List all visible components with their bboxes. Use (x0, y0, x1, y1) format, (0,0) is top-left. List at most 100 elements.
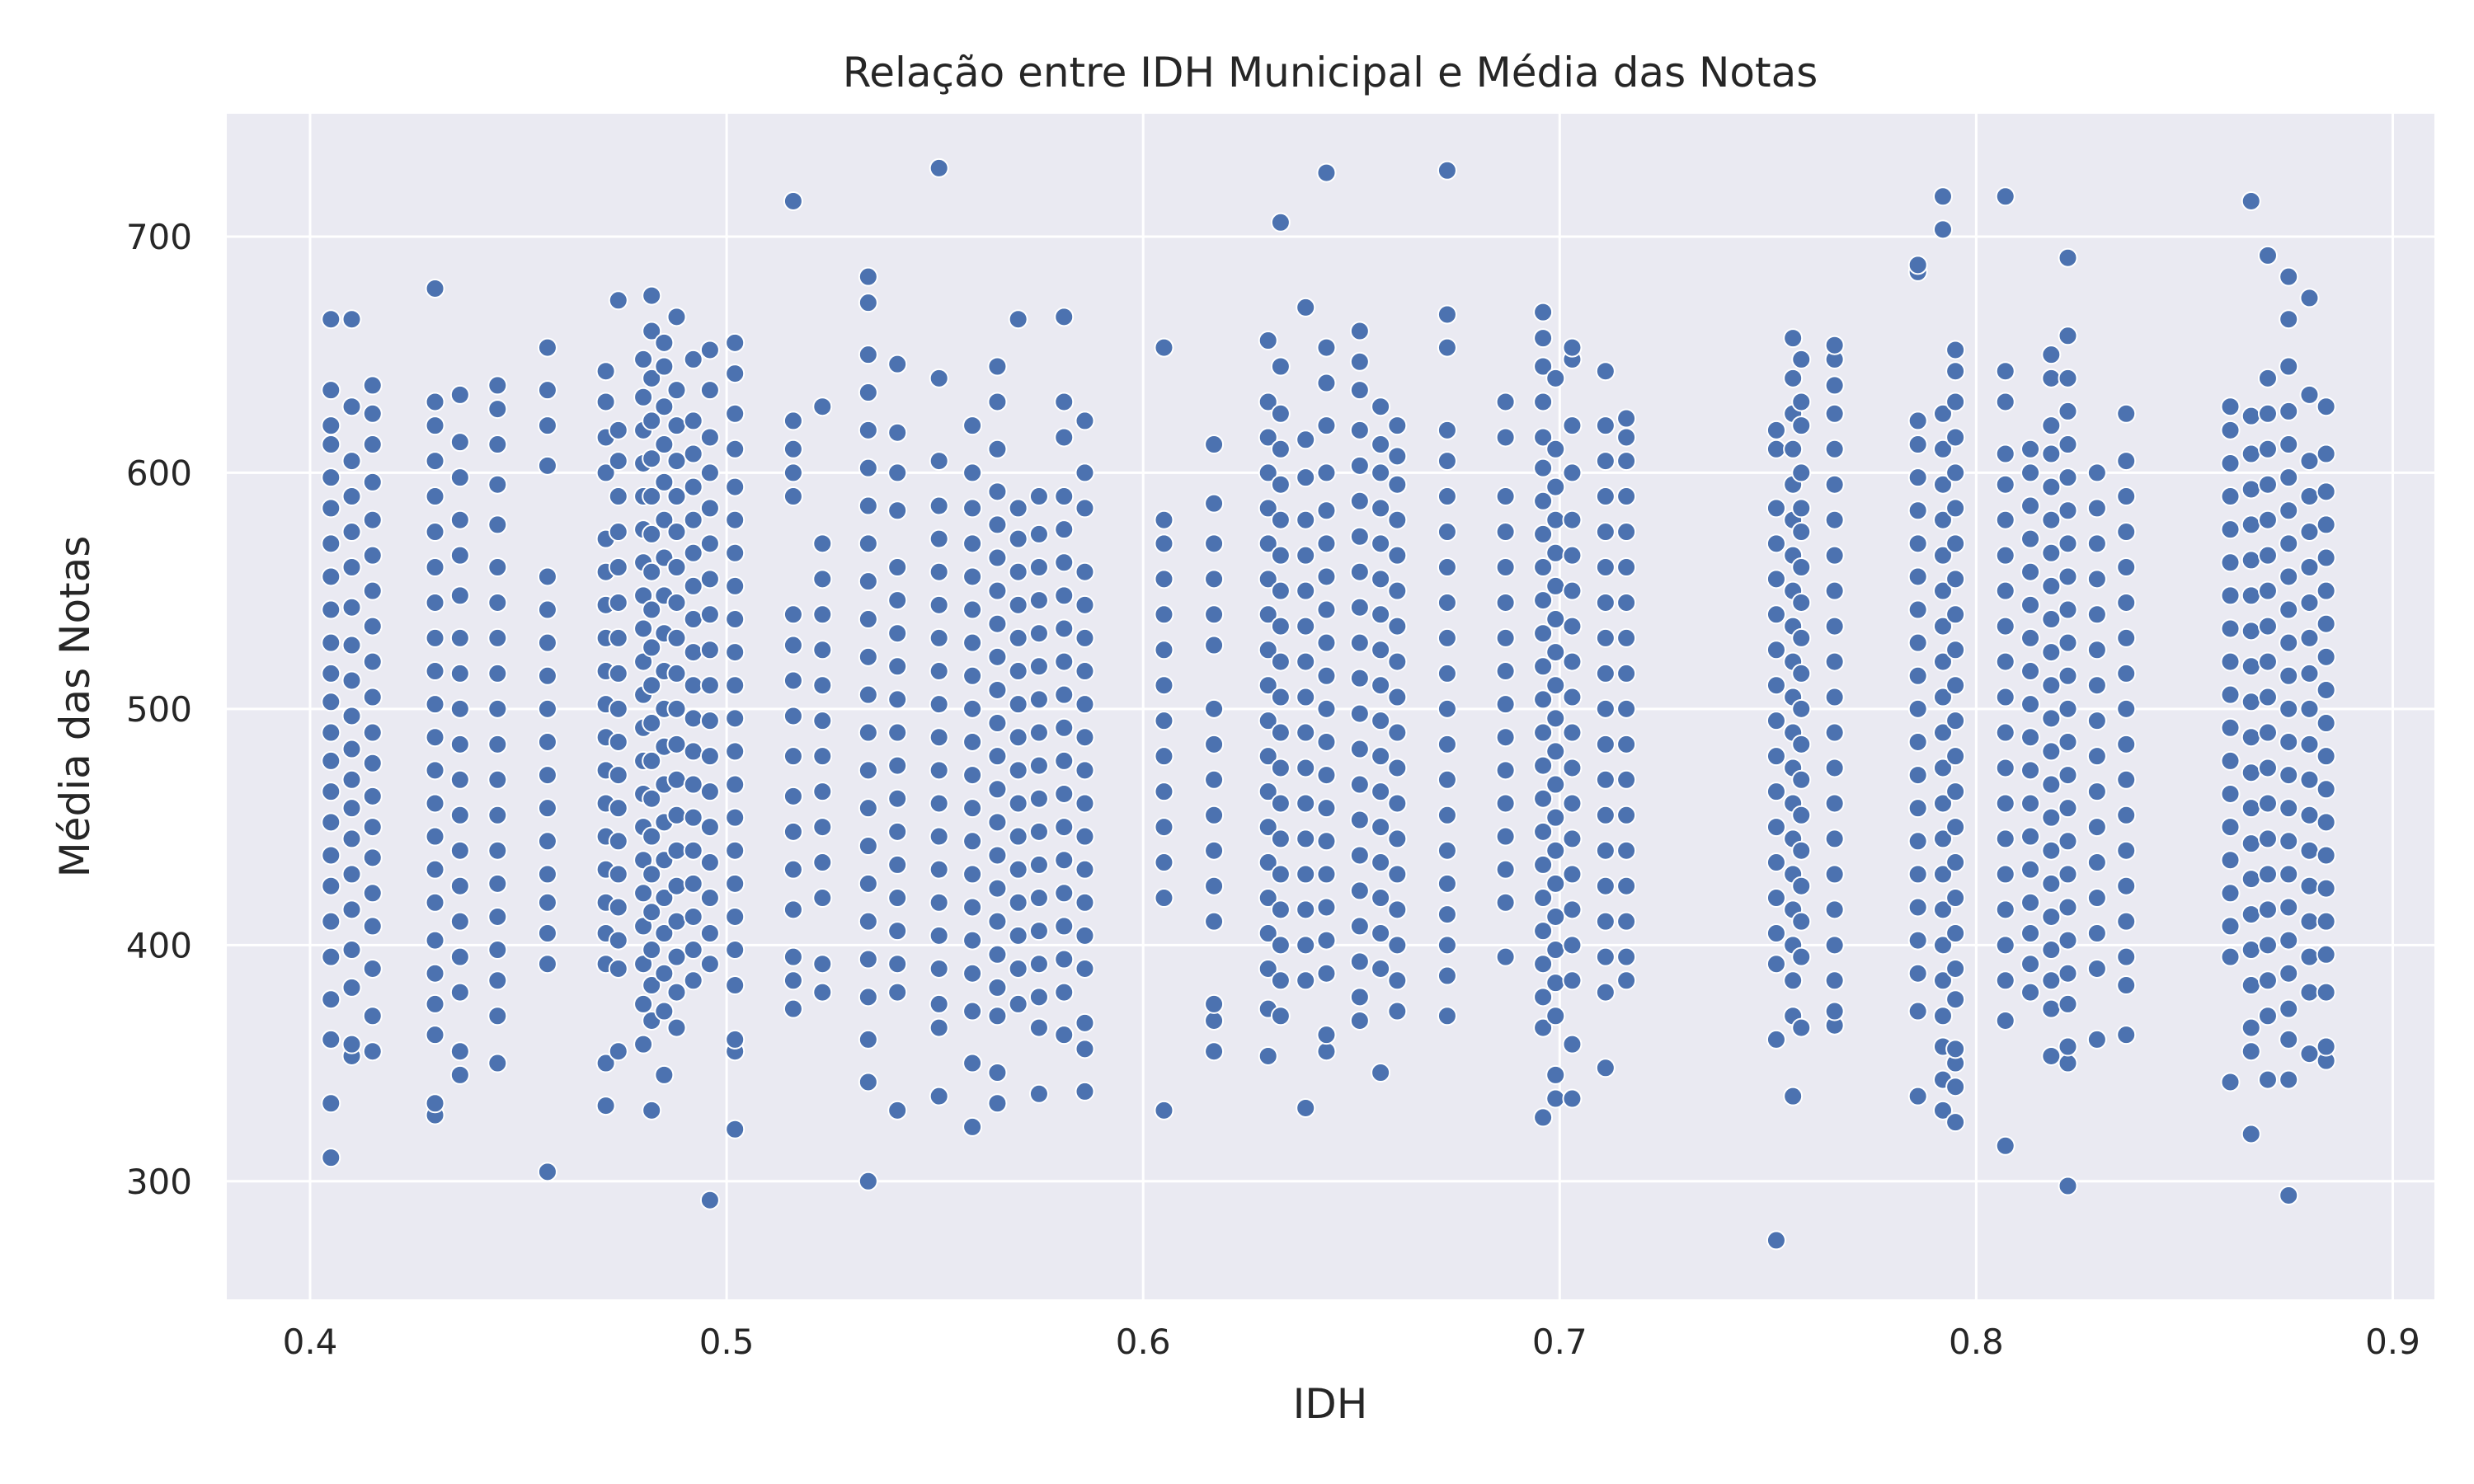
scatter-point (2279, 401, 2299, 421)
scatter-point (1387, 616, 1408, 636)
y-tick-labels: 300 400 500 600 700 (126, 217, 192, 1202)
scatter-point (2220, 850, 2241, 871)
scatter-point (362, 375, 383, 396)
scatter-point (887, 982, 908, 1003)
scatter-point (362, 916, 383, 937)
scatter-point (1387, 864, 1408, 885)
y-tick-label: 300 (126, 1162, 192, 1202)
scatter-point (1371, 923, 1391, 943)
scatter-point (2299, 384, 2320, 405)
scatter-point (2116, 975, 2137, 996)
scatter-point (1616, 556, 1637, 577)
scatter-point (537, 698, 557, 719)
scatter-point (2041, 510, 2062, 530)
scatter-point (1995, 935, 2015, 956)
scatter-point (1008, 993, 1028, 1014)
scatter-point (2241, 1017, 2261, 1038)
scatter-point (1371, 640, 1391, 660)
scatter-point (595, 1096, 616, 1116)
scatter-point (1028, 755, 1049, 776)
scatter-point (2279, 998, 2299, 1019)
scatter-point (2020, 982, 2041, 1003)
scatter-point (654, 923, 675, 943)
scatter-point (2241, 550, 2261, 571)
scatter-point (2241, 763, 2261, 783)
scatter-point (1054, 684, 1075, 705)
scatter-point (487, 873, 508, 894)
scatter-point (2058, 864, 2078, 885)
scatter-point (537, 416, 557, 436)
scatter-point (1270, 722, 1291, 743)
scatter-point (1791, 946, 1812, 967)
scatter-point (1907, 765, 1928, 786)
scatter-point (1270, 616, 1291, 636)
scatter-point (2257, 580, 2278, 601)
scatter-point (2279, 731, 2299, 752)
scatter-point (487, 1006, 508, 1026)
scatter-point (1907, 599, 1928, 620)
scatter-point (1075, 760, 1095, 781)
scatter-point (608, 958, 628, 979)
scatter-point (1028, 590, 1049, 611)
scatter-point (987, 392, 1008, 412)
scatter-point (1075, 694, 1095, 715)
scatter-point (654, 472, 675, 492)
scatter-point (2058, 500, 2078, 521)
scatter-point (2299, 556, 2320, 577)
scatter-point (962, 897, 983, 918)
scatter-point (2279, 963, 2299, 984)
scatter-point (1562, 616, 1583, 636)
scatter-point (1616, 734, 1637, 754)
scatter-point (1270, 829, 1291, 849)
scatter-point (2086, 1029, 2107, 1050)
scatter-point (537, 923, 557, 943)
scatter-point (666, 982, 687, 1003)
scatter-point (362, 817, 383, 838)
scatter-point (1028, 656, 1049, 677)
scatter-point (929, 627, 949, 648)
scatter-point (1616, 698, 1637, 719)
scatter-point (1533, 987, 1554, 1007)
scatter-point (1008, 727, 1028, 748)
scatter-point (1316, 1025, 1337, 1045)
scatter-point (425, 892, 445, 913)
scatter-point (2257, 687, 2278, 707)
scatter-point (487, 698, 508, 719)
scatter-point (1824, 829, 1845, 849)
scatter-point (1495, 427, 1516, 448)
scatter-point (987, 779, 1008, 800)
scatter-point (341, 1034, 362, 1054)
scatter-point (2058, 831, 2078, 852)
scatter-point (1437, 840, 1457, 861)
scatter-point (642, 864, 662, 885)
scatter-point (2020, 923, 2041, 943)
scatter-point (1766, 1230, 1786, 1251)
scatter-point (2086, 852, 2107, 873)
scatter-point (2316, 547, 2336, 568)
scatter-point (425, 1093, 445, 1114)
scatter-point (321, 632, 341, 653)
scatter-point (2279, 897, 2299, 918)
scatter-point (1316, 162, 1337, 183)
x-tick-label: 0.5 (699, 1322, 755, 1362)
scatter-point (1008, 694, 1028, 715)
scatter-point (2316, 481, 2336, 502)
scatter-point (1545, 940, 1566, 960)
scatter-point (1945, 340, 1966, 360)
scatter-point (642, 750, 662, 771)
scatter-point (666, 911, 687, 932)
scatter-point (1791, 592, 1812, 613)
scatter-point (595, 1053, 616, 1073)
scatter-point (2041, 416, 2062, 436)
scatter-point (608, 731, 628, 752)
scatter-point (1437, 420, 1457, 440)
scatter-point (537, 665, 557, 686)
scatter-point (725, 675, 745, 696)
scatter-point (487, 514, 508, 535)
scatter-point (425, 627, 445, 648)
scatter-point (449, 805, 470, 825)
scatter-point (341, 522, 362, 542)
scatter-point (2086, 746, 2107, 767)
scatter-point (1316, 533, 1337, 554)
scatter-point (2058, 731, 2078, 752)
